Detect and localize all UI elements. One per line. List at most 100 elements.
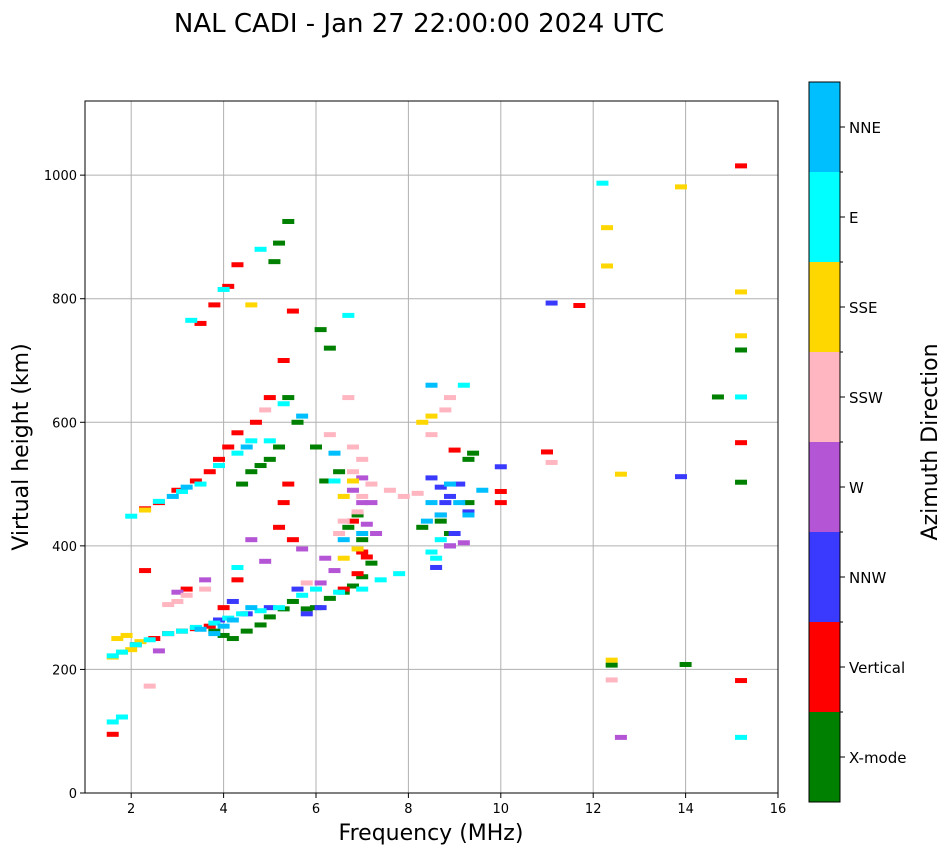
data-point-xmode	[711, 394, 724, 400]
data-point-w	[356, 500, 369, 506]
data-point-w	[457, 540, 470, 546]
data-point-xmode	[605, 662, 618, 668]
grid-lines	[85, 101, 779, 794]
data-point-e	[231, 450, 244, 456]
data-point-vertical	[282, 481, 295, 487]
data-point-vertical	[337, 586, 350, 592]
data-point-nnw	[430, 564, 443, 570]
data-point-xmode	[356, 574, 369, 580]
data-point-sse	[416, 419, 429, 425]
data-point-nnw	[443, 493, 456, 499]
data-point-vertical	[222, 444, 235, 450]
data-point-nne	[476, 487, 489, 493]
data-point-nnw	[448, 531, 461, 536]
colorbar-segment	[809, 622, 840, 712]
x-tick-label: 4	[219, 802, 227, 817]
data-point-nnw	[263, 605, 276, 611]
data-point-vertical	[180, 586, 193, 592]
data-point-ssw	[356, 456, 369, 462]
data-point-ssw	[162, 602, 175, 608]
data-point-vertical	[494, 500, 507, 506]
x-tick-label: 2	[127, 802, 135, 817]
data-point-w	[152, 648, 165, 654]
data-point-nne	[434, 512, 447, 518]
data-point-ssw	[333, 531, 346, 536]
data-point-ssw	[143, 683, 156, 689]
data-point-e	[254, 608, 267, 614]
x-ticks: 2 4 6 8 10 12 14 16	[127, 793, 786, 817]
data-point-xmode	[236, 481, 249, 487]
data-point-w	[171, 589, 184, 595]
data-point-vertical	[139, 568, 152, 574]
data-point-vertical	[356, 549, 369, 555]
colorbar-tick-label: NNE	[849, 119, 881, 137]
data-point-e	[310, 586, 322, 592]
data-point-nne	[328, 450, 341, 456]
data-point-e	[236, 611, 249, 617]
data-point-vertical	[541, 449, 553, 455]
data-point-sse	[674, 184, 687, 190]
data-point-xmode	[263, 614, 276, 620]
data-point-xmode	[268, 259, 281, 265]
data-point-xmode	[314, 327, 327, 333]
data-point-nne	[425, 382, 438, 388]
data-point-xmode	[416, 524, 429, 530]
data-point-e	[342, 312, 355, 318]
data-point-e	[115, 714, 128, 720]
colorbar-tick-label: SSW	[849, 389, 883, 407]
x-tick-label: 14	[677, 802, 694, 817]
data-point-xmode	[217, 632, 230, 638]
colorbar: X-mode Vertical NNW W SSW SSE E NNE	[808, 81, 906, 803]
data-point-w	[346, 487, 359, 493]
y-axis-label: Virtual height (km)	[9, 343, 34, 550]
data-point-w	[296, 546, 309, 552]
data-point-nne	[337, 537, 350, 543]
data-point-nnw	[545, 300, 558, 306]
colorbar-tick-label: E	[849, 209, 858, 227]
data-point-xmode	[282, 395, 295, 401]
colorbar-segment	[809, 82, 840, 172]
data-point-vertical	[189, 478, 202, 484]
data-point-vertical	[231, 430, 244, 436]
colorbar-tick-label: X-mode	[849, 749, 906, 767]
data-point-e	[333, 589, 346, 595]
data-point-w	[319, 555, 332, 561]
data-point-xmode	[263, 456, 276, 462]
data-point-w	[328, 568, 341, 574]
data-point-ssw	[351, 509, 364, 515]
data-point-ssw	[356, 493, 369, 499]
data-point-xmode	[462, 456, 475, 462]
y-tick-label: 0	[69, 787, 77, 802]
data-point-e	[254, 246, 267, 252]
y-tick-label: 1000	[44, 169, 77, 184]
plot-frame	[84, 100, 779, 794]
data-point-e	[194, 481, 207, 487]
colorbar-tick-label: NNW	[849, 569, 886, 587]
data-point-e	[245, 438, 258, 444]
data-point-sse	[337, 555, 350, 561]
data-point-nne	[194, 626, 207, 632]
data-point-xmode	[467, 450, 480, 456]
data-point-nnw	[226, 598, 239, 604]
x-axis-label: Frequency (MHz)	[339, 821, 524, 846]
data-point-nnw	[291, 586, 304, 592]
data-point-sse	[735, 333, 748, 339]
data-point-sse	[601, 225, 614, 231]
data-point-w	[314, 580, 327, 586]
data-point-w	[356, 475, 369, 481]
data-point-e	[434, 537, 447, 543]
data-point-sse	[120, 632, 133, 638]
data-point-e	[162, 631, 175, 637]
data-point-sse	[425, 413, 438, 419]
data-point-xmode	[254, 622, 267, 628]
data-point-w	[199, 577, 212, 583]
data-point-xmode	[226, 636, 239, 642]
data-point-sse	[346, 478, 359, 484]
data-point-vertical	[208, 302, 221, 308]
data-point-nnw	[314, 605, 327, 611]
data-point-e	[296, 592, 309, 598]
data-point-nnw	[434, 484, 447, 490]
x-tick-label: 8	[404, 802, 412, 817]
data-point-e	[129, 642, 142, 648]
